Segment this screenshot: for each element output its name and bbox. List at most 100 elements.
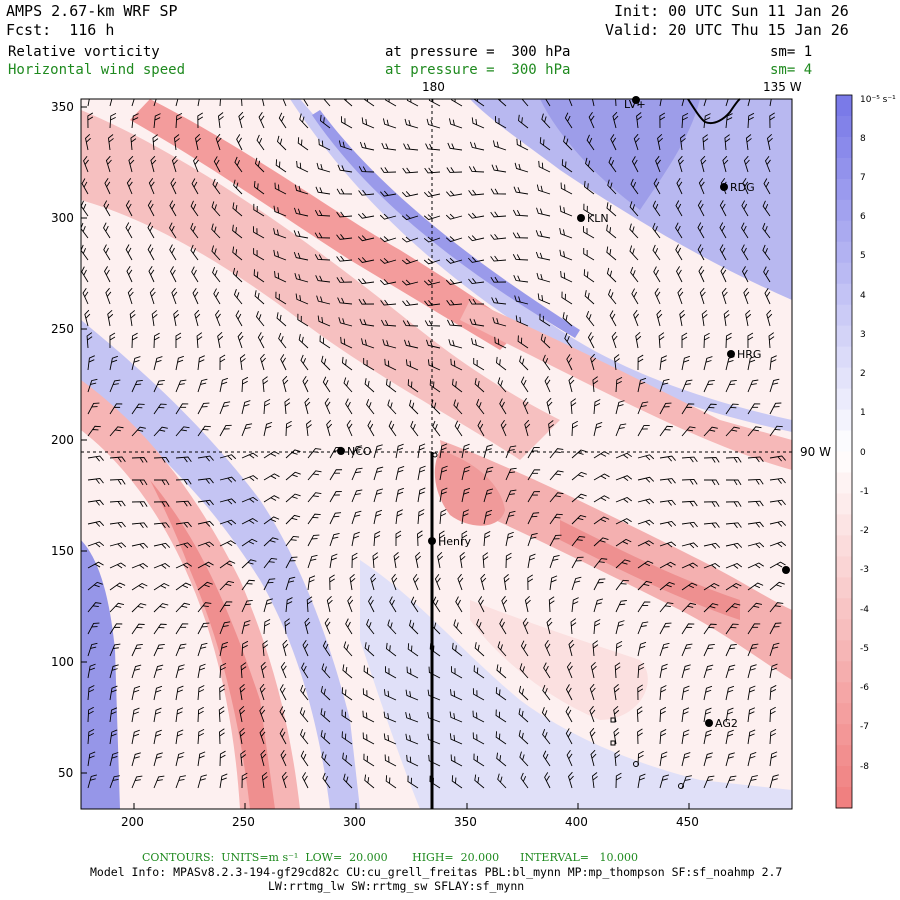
wind-barb <box>336 277 353 283</box>
wind-barb <box>541 113 551 129</box>
wind-barb <box>197 541 215 548</box>
wind-barb <box>747 729 756 745</box>
wind-barb <box>565 706 573 723</box>
wind-barb <box>336 234 353 240</box>
wind-barb <box>417 487 426 503</box>
wind-barb <box>197 499 214 506</box>
wind-barb <box>769 499 786 506</box>
wind-barb <box>449 733 463 745</box>
wind-barb <box>586 310 595 327</box>
wind-barb <box>518 685 529 701</box>
wind-barb <box>358 166 375 173</box>
wind-barb <box>512 232 529 239</box>
colorbar-segment <box>836 661 852 683</box>
wind-barb <box>615 620 625 635</box>
wind-barb <box>125 222 133 239</box>
wind-barb <box>439 443 448 459</box>
wind-barb <box>380 190 397 197</box>
wind-barb <box>401 279 419 286</box>
wind-barb <box>764 288 771 305</box>
wind-barb <box>763 266 771 283</box>
wind-barb <box>219 728 225 745</box>
wind-barb <box>194 309 201 327</box>
colorbar-segment <box>836 514 852 536</box>
colorbar-label: 2 <box>860 369 866 379</box>
wind-barb <box>307 575 316 591</box>
wind-barb <box>304 617 311 635</box>
wind-barb <box>613 684 620 701</box>
wind-barb <box>258 112 265 129</box>
wind-barb <box>213 288 221 305</box>
wind-barb <box>637 377 647 393</box>
wind-barb <box>495 116 507 129</box>
wind-barb <box>109 562 126 569</box>
wind-barb <box>681 500 698 507</box>
wind-barb <box>496 99 507 107</box>
wind-barb <box>473 665 485 679</box>
wind-barb <box>659 455 676 462</box>
wind-barb <box>461 530 468 547</box>
wind-barb <box>153 99 164 107</box>
wind-barb <box>239 684 246 701</box>
wind-barb <box>153 603 169 613</box>
wind-barb <box>232 202 243 217</box>
wind-barb <box>769 520 787 527</box>
wind-barb <box>681 562 698 569</box>
wind-barb <box>329 553 338 569</box>
wind-barb <box>175 500 192 507</box>
wind-barb <box>769 774 779 789</box>
wind-barb <box>561 291 573 305</box>
wind-barb <box>518 114 529 129</box>
wind-barb <box>175 602 191 613</box>
wind-barb <box>410 420 419 437</box>
wind-barb <box>347 595 354 613</box>
wind-barb <box>285 449 301 459</box>
colorbar <box>836 95 852 809</box>
wind-barb <box>453 619 463 635</box>
wind-barb <box>637 454 655 461</box>
colorbar-segment <box>836 535 852 557</box>
wind-barb <box>769 751 778 767</box>
wind-barb <box>653 266 661 283</box>
wind-barb <box>697 222 705 239</box>
wind-barb <box>219 750 226 767</box>
wind-barb <box>384 754 397 767</box>
wind-barb <box>495 731 507 745</box>
wind-barb <box>480 573 487 591</box>
wind-barb <box>126 177 133 195</box>
wind-barb <box>542 684 551 701</box>
wind-barb <box>637 728 643 745</box>
wind-barb <box>725 752 735 767</box>
wind-barb <box>293 207 309 217</box>
wind-barb <box>240 750 247 767</box>
wind-barb <box>467 257 485 263</box>
wind-barb <box>197 602 212 613</box>
wind-barb <box>175 379 187 393</box>
wind-barb <box>497 773 507 789</box>
wind-barb <box>677 287 684 305</box>
wind-barb <box>131 542 149 549</box>
wind-barb <box>233 179 243 195</box>
wind-barb <box>703 332 710 349</box>
wind-barb <box>703 380 715 393</box>
wind-barb <box>699 287 706 305</box>
wind-barb <box>549 554 560 569</box>
wind-barb <box>593 399 601 415</box>
wind-barb <box>384 358 397 371</box>
wind-barb <box>197 112 204 129</box>
wind-barb <box>109 379 121 393</box>
station-label: AG2 <box>715 717 738 730</box>
wind-barb <box>322 772 331 789</box>
wind-barb <box>276 312 287 327</box>
wind-barb <box>109 355 118 371</box>
wind-barb <box>762 200 771 217</box>
wind-barb <box>263 473 280 481</box>
wind-barb <box>769 561 786 569</box>
colorbar-segment <box>836 262 852 285</box>
colorbar-label: -7 <box>860 722 869 732</box>
wind-barb <box>363 753 375 767</box>
wind-barb <box>358 298 375 305</box>
wind-barb <box>606 202 617 217</box>
wind-barb <box>571 597 579 613</box>
station-hrg-marker <box>727 350 735 358</box>
